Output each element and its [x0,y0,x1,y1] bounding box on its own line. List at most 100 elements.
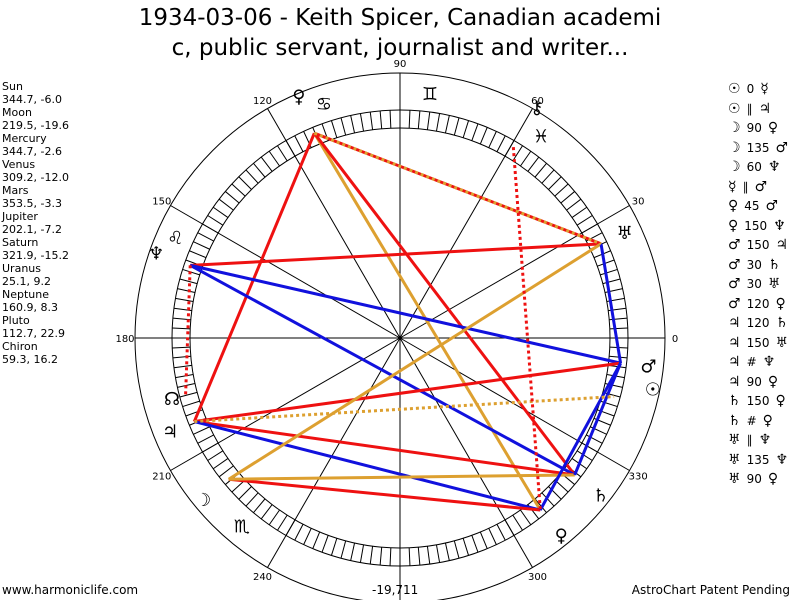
band-tick [179,391,198,398]
aspect-line [573,362,622,476]
aspect-type: # [746,355,757,369]
aspect-type: ∥ [746,433,753,447]
band-tick [560,191,575,204]
aspect-planet-glyph: ♂ [728,237,741,253]
band-tick [435,544,441,563]
sign-glyph: ♊ [422,84,438,105]
aspect-type: 90 [746,472,762,486]
band-tick [379,110,383,129]
position-value: 112.7, 22.9 [2,327,65,340]
position-name: Mars [2,184,29,197]
aspect-planet-glyph: ♀ [775,393,786,409]
position-name: Mercury [2,132,47,145]
aspect-row: ♃ 150 ♅ [728,334,788,354]
aspect-type: 150 [746,394,770,408]
aspect-type: 30 [746,257,762,272]
aspect-planet-glyph: ☽ [728,120,741,136]
aspect-line [511,147,542,511]
sign-glyph: ♌ [167,228,183,249]
aspect-line [227,242,602,481]
aspect-line [194,395,615,424]
position-value: 309.2, -12.0 [2,171,69,184]
aspect-line [190,242,602,267]
aspect-row: ♀ 150 ♆ [728,217,788,237]
position-value: 344.7, -6.0 [2,93,62,106]
position-value: 353.5, -3.3 [2,197,62,210]
band-tick [597,259,615,267]
chart-title-line1: 1934-03-06 - Keith Spicer, Canadian acad… [138,5,662,31]
aspect-line [313,131,602,246]
position-value: 344.7, -2.6 [2,145,62,158]
band-tick [260,156,273,172]
band-tick [175,373,194,379]
aspect-type: 150 [746,238,770,252]
aspect-planet-glyph: ☽ [728,159,741,175]
neptune-glyph: ♆ [148,244,164,265]
aspect-line [189,264,576,477]
uranus-glyph: ♅ [617,223,633,244]
aspect-row: ♂ 30 ♄ [728,256,788,276]
aspect-type: ∥ [742,179,749,194]
aspect-planet-glyph: ♄ [728,412,741,429]
aspect-line [538,362,622,511]
position-name: Uranus [2,262,41,275]
band-tick [207,215,224,226]
spoke-line [267,337,401,568]
aspect-line [228,477,541,512]
band-tick [408,547,411,566]
band-tick [541,169,555,184]
band-tick [488,528,497,545]
aspect-planet-glyph: ♅ [775,334,789,351]
band-tick [277,514,288,531]
aspect-type: 150 [744,218,768,233]
band-tick [435,113,441,132]
position-name: Jupiter [2,210,38,223]
aspect-planet-glyph: ♆ [767,159,781,175]
degree-label: 60 [531,96,544,107]
node-glyph: ☊ [164,389,180,410]
band-tick [426,111,431,130]
aspect-row: ♅ ∥ ♆ [728,431,788,451]
aspect-type: 90 [746,374,762,389]
aspect-planet-glyph: ♂ [728,256,741,273]
aspect-planet-glyph: ☿ [760,81,769,97]
band-tick [426,546,431,565]
aspect-type: ∥ [746,101,753,116]
band-tick [189,250,207,259]
aspect-line [599,243,623,364]
position-value: 25.1, 9.2 [2,275,51,288]
site-link[interactable]: www.harmoniclife.com [2,583,139,597]
degree-label: 120 [253,96,272,107]
band-tick [193,426,210,435]
spoke-line [170,337,401,471]
band-tick [312,531,321,549]
chiron-glyph: ⚷ [530,98,543,119]
band-tick [389,547,392,566]
aspect-list: ☉ 0 ☿ ☉ ∥ ♃ ☽ 90 ♀ ☽ 135 ♂ ☽ 60 ♆ ☿ ∥ ♂ ♀ 45 ♂ ♀ 150 ♆ ♂ 150 ♃ ♂ 30 ♄… [728,80,788,490]
band-tick [359,544,365,563]
band-tick [471,123,479,141]
band-tick [389,110,392,129]
aspect-line [192,132,316,423]
band-tick [238,176,252,190]
band-tick [212,206,229,218]
band-tick [369,546,374,565]
band-tick [512,514,523,531]
aspect-row: ♂ 30 ♅ [728,275,788,295]
band-tick [520,150,532,167]
band-tick [571,206,588,218]
aspect-line [313,132,576,476]
aspect-planet-glyph: ♃ [775,237,789,253]
aspect-row: ♅ 135 ♆ [728,451,788,471]
band-tick [453,540,460,559]
aspect-type: 60 [746,160,762,174]
band-tick [173,364,192,369]
band-tick [527,156,540,172]
band-tick [471,535,479,553]
position-value: 59.3, 16.2 [2,353,58,366]
band-tick [253,163,266,178]
aspect-planet-glyph: ♅ [728,432,741,448]
aspect-planet-glyph: ☽ [728,139,741,156]
aspect-planet-glyph: ♆ [773,217,786,234]
